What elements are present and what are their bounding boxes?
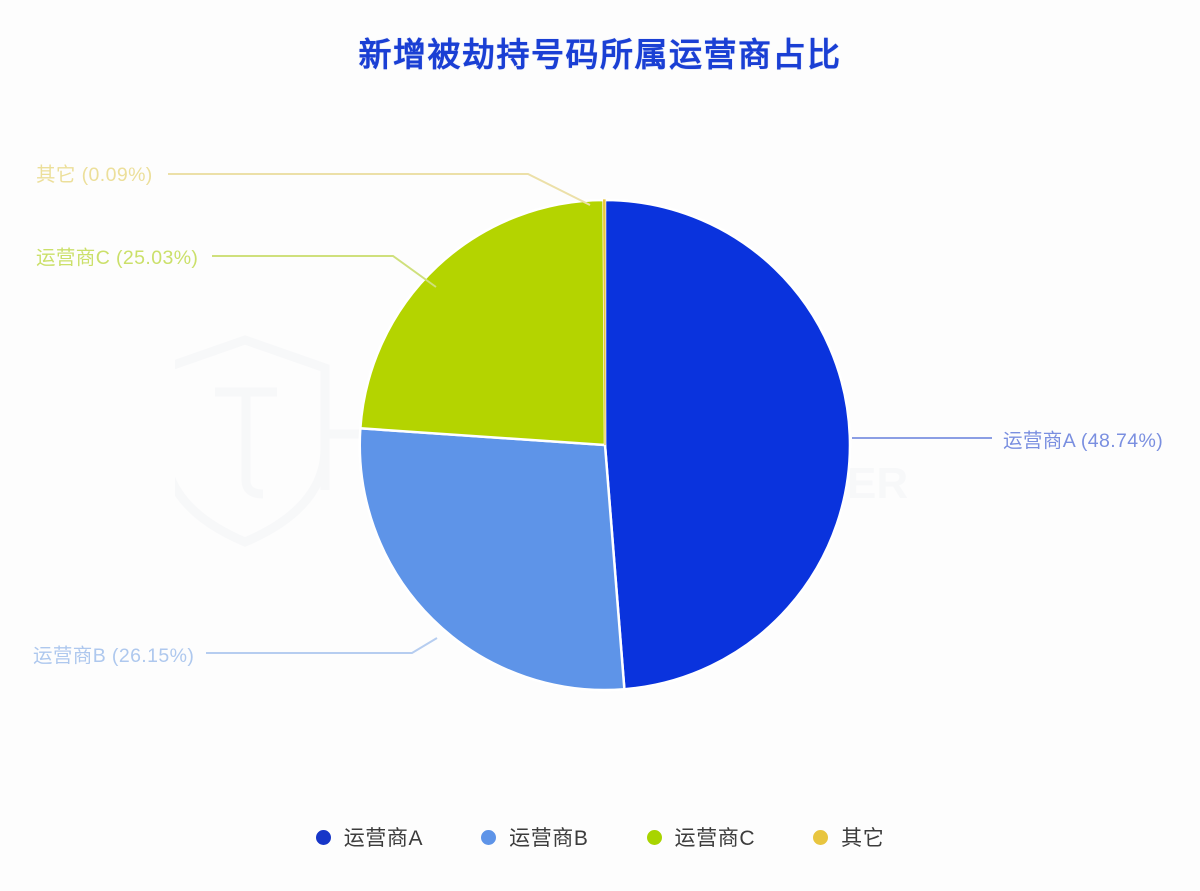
legend-item-other[interactable]: 其它 <box>813 822 884 852</box>
legend-label: 运营商A <box>343 827 424 850</box>
legend-dot-icon <box>315 829 331 845</box>
legend-dot-icon <box>813 829 829 845</box>
pie-slice-carrier-a[interactable] <box>603 198 852 691</box>
page-title: 新增被劫持号码所属运营商占比 <box>358 36 842 73</box>
legend-label: 运营商B <box>509 827 589 850</box>
leader-line-carrier-b <box>206 637 438 654</box>
pie-slice-carrier-c[interactable] <box>359 198 607 447</box>
slice-label-carrier-c: 运营商C (25.03%) <box>36 247 199 269</box>
slice-label-carrier-b: 运营商B (26.15%) <box>33 645 195 667</box>
chart-legend: 运营商A 运营商B 运营商C 其它 <box>0 822 1200 852</box>
leader-line-other <box>168 173 591 206</box>
legend-dot-icon <box>646 829 662 845</box>
legend-label: 其它 <box>841 827 885 850</box>
slice-label-other: 其它 (0.09%) <box>36 164 153 186</box>
pie-slice-other[interactable] <box>603 199 606 446</box>
pie-slice-carrier-b[interactable] <box>358 426 626 692</box>
legend-item-carrier-c[interactable]: 运营商C <box>646 822 756 852</box>
legend-label: 运营商C <box>674 827 756 850</box>
legend-item-carrier-b[interactable]: 运营商B <box>481 822 588 852</box>
slice-label-carrier-a: 运营商A (48.74%) <box>1003 430 1164 452</box>
leader-line-carrier-c <box>212 255 437 288</box>
legend-item-carrier-a[interactable]: 运营商A <box>315 822 424 852</box>
legend-dot-icon <box>481 829 497 845</box>
